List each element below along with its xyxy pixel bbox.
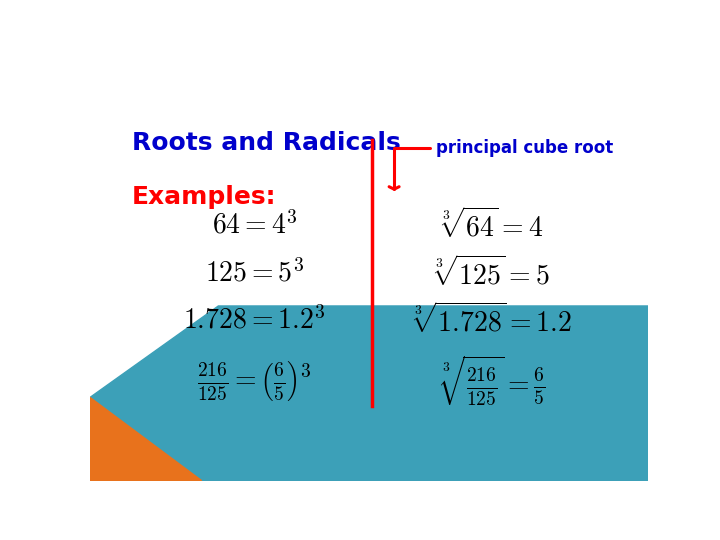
Text: $\sqrt[3]{1.728} = 1.2$: $\sqrt[3]{1.728} = 1.2$ xyxy=(412,303,572,339)
Text: $\sqrt[3]{64} = 4$: $\sqrt[3]{64} = 4$ xyxy=(440,207,544,242)
Text: $\sqrt[3]{\frac{216}{125}} = \frac{6}{5}$: $\sqrt[3]{\frac{216}{125}} = \frac{6}{5}… xyxy=(438,354,545,408)
Text: Examples:: Examples: xyxy=(132,185,276,210)
Text: Roots and Radicals: Roots and Radicals xyxy=(132,131,400,156)
Text: $1.728 = 1.2^{3}$: $1.728 = 1.2^{3}$ xyxy=(184,306,325,335)
Text: principal cube root: principal cube root xyxy=(389,139,613,189)
Text: $\sqrt[3]{125} = 5$: $\sqrt[3]{125} = 5$ xyxy=(433,255,550,291)
Polygon shape xyxy=(90,397,202,481)
Text: $\frac{216}{125} = \left(\frac{6}{5}\right)^{3}$: $\frac{216}{125} = \left(\frac{6}{5}\rig… xyxy=(197,359,312,403)
Polygon shape xyxy=(90,306,648,481)
Text: $125 = 5^{3}$: $125 = 5^{3}$ xyxy=(205,258,304,287)
Text: $64 = 4^{3}$: $64 = 4^{3}$ xyxy=(212,211,297,239)
